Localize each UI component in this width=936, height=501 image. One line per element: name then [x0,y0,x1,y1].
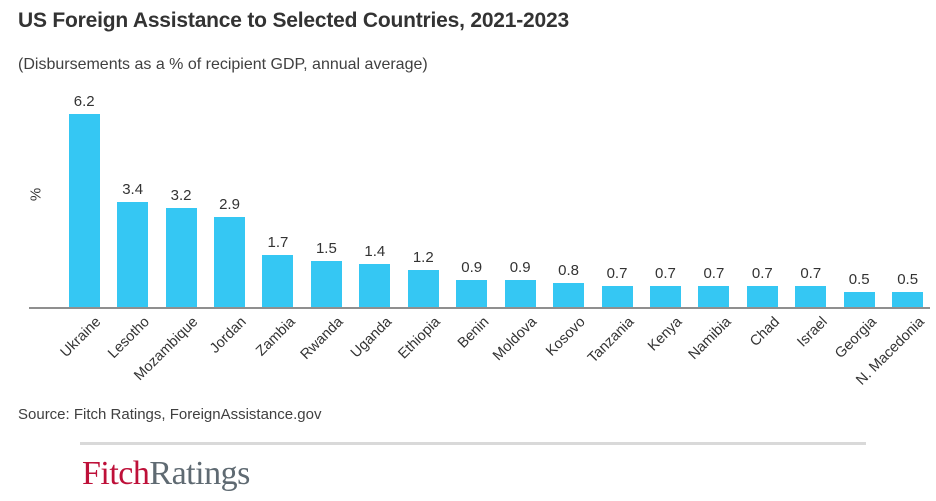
bar-value-label: 0.7 [703,265,725,283]
bar-column: 0.9 [496,91,544,308]
chart-subtitle: (Disbursements as a % of recipient GDP, … [18,56,428,73]
bar-column: 0.5 [883,91,931,308]
bar-value-label: 1.5 [315,240,337,257]
bar-column: 1.2 [399,91,447,308]
x-axis-label: Chad [746,314,783,350]
bar [601,286,633,308]
bar-value-label: 1.4 [364,243,386,261]
x-axis-line [29,307,930,309]
bar-value-label: 0.8 [558,262,580,279]
x-axis-label: Tanzania [585,314,638,367]
bar-column: 0.7 [593,91,641,308]
bar [68,113,100,308]
bar-column: 0.8 [544,91,592,308]
bar [214,217,246,308]
x-axis-label: Kosovo [543,314,590,360]
bar [795,286,827,308]
bar-column: 0.7 [738,91,786,308]
x-axis-label: Moldova [490,314,541,365]
y-axis-label: % [27,187,45,202]
x-axis-label: Uganda [347,314,396,362]
bar-column: 2.9 [205,91,253,308]
bar-value-label: 0.5 [897,271,919,289]
bar-value-label: 0.9 [509,258,531,276]
bar-value-label: 0.7 [751,265,773,283]
bar [117,201,149,308]
bar-column: 3.4 [108,91,156,308]
bar-value-label: 3.4 [122,180,144,198]
bar [407,270,439,308]
bar-column: 0.9 [448,91,496,308]
bar-value-label: 0.5 [848,271,870,289]
footer-divider [80,442,866,445]
bar [553,283,585,308]
bar-value-label: 3.2 [170,186,192,204]
bar-column: 0.7 [690,91,738,308]
plot-area: 6.2 3.4 3.2 2.9 1.7 1.5 1.4 1.2 0.9 0.9 0.8 0.7 0.7 0… [60,91,932,308]
bar [746,286,778,308]
bar-value-label: 1.7 [267,233,289,251]
bar-column: 0.5 [835,91,883,308]
bar [504,279,536,308]
bar-column: 1.5 [302,91,350,308]
bar-value-label: 6.2 [73,92,95,110]
chart-title: US Foreign Assistance to Selected Countr… [18,9,569,32]
x-axis-label: Jordan [207,314,250,357]
bar-value-label: 2.9 [219,196,240,214]
bar-column: 6.2 [60,91,108,308]
x-axis-label: Ukraine [57,314,105,361]
bar-column: 0.7 [787,91,835,308]
bar [310,261,342,308]
bar-value-label: 0.7 [655,265,676,283]
bar-column: 1.4 [351,91,399,308]
fitch-logo-fitch: Fitch [82,455,150,492]
x-axis-label: Kenya [645,314,686,355]
source-note: Source: Fitch Ratings, ForeignAssistance… [18,406,322,423]
bar [456,279,488,308]
bar-column: 3.2 [157,91,205,308]
bar-value-label: 1.2 [412,249,434,267]
x-axis-label: Israel [794,314,832,351]
x-axis-label: Georgia [831,314,880,362]
x-axis-label: Benin [454,314,493,352]
fitch-logo-ratings: Ratings [149,455,250,492]
x-axis-label: Ethiopia [395,314,444,363]
bar [359,264,391,308]
fitch-ratings-logo: FitchRatings [82,455,250,493]
x-axis-label: Zambia [252,314,299,360]
bar-value-label: 0.7 [800,265,822,283]
bar [262,254,294,308]
x-axis-label: Lesotho [105,314,154,362]
x-axis-label: Rwanda [297,314,347,363]
bar [649,286,681,308]
bar-value-label: 0.7 [606,265,628,283]
bar [892,292,924,308]
bar [165,207,197,308]
bar [698,286,730,308]
bar [843,292,875,308]
bar-column: 1.7 [254,91,302,308]
x-axis-label: Namibia [685,314,735,363]
bar-column: 0.7 [641,91,689,308]
bar-value-label: 0.9 [461,258,483,276]
